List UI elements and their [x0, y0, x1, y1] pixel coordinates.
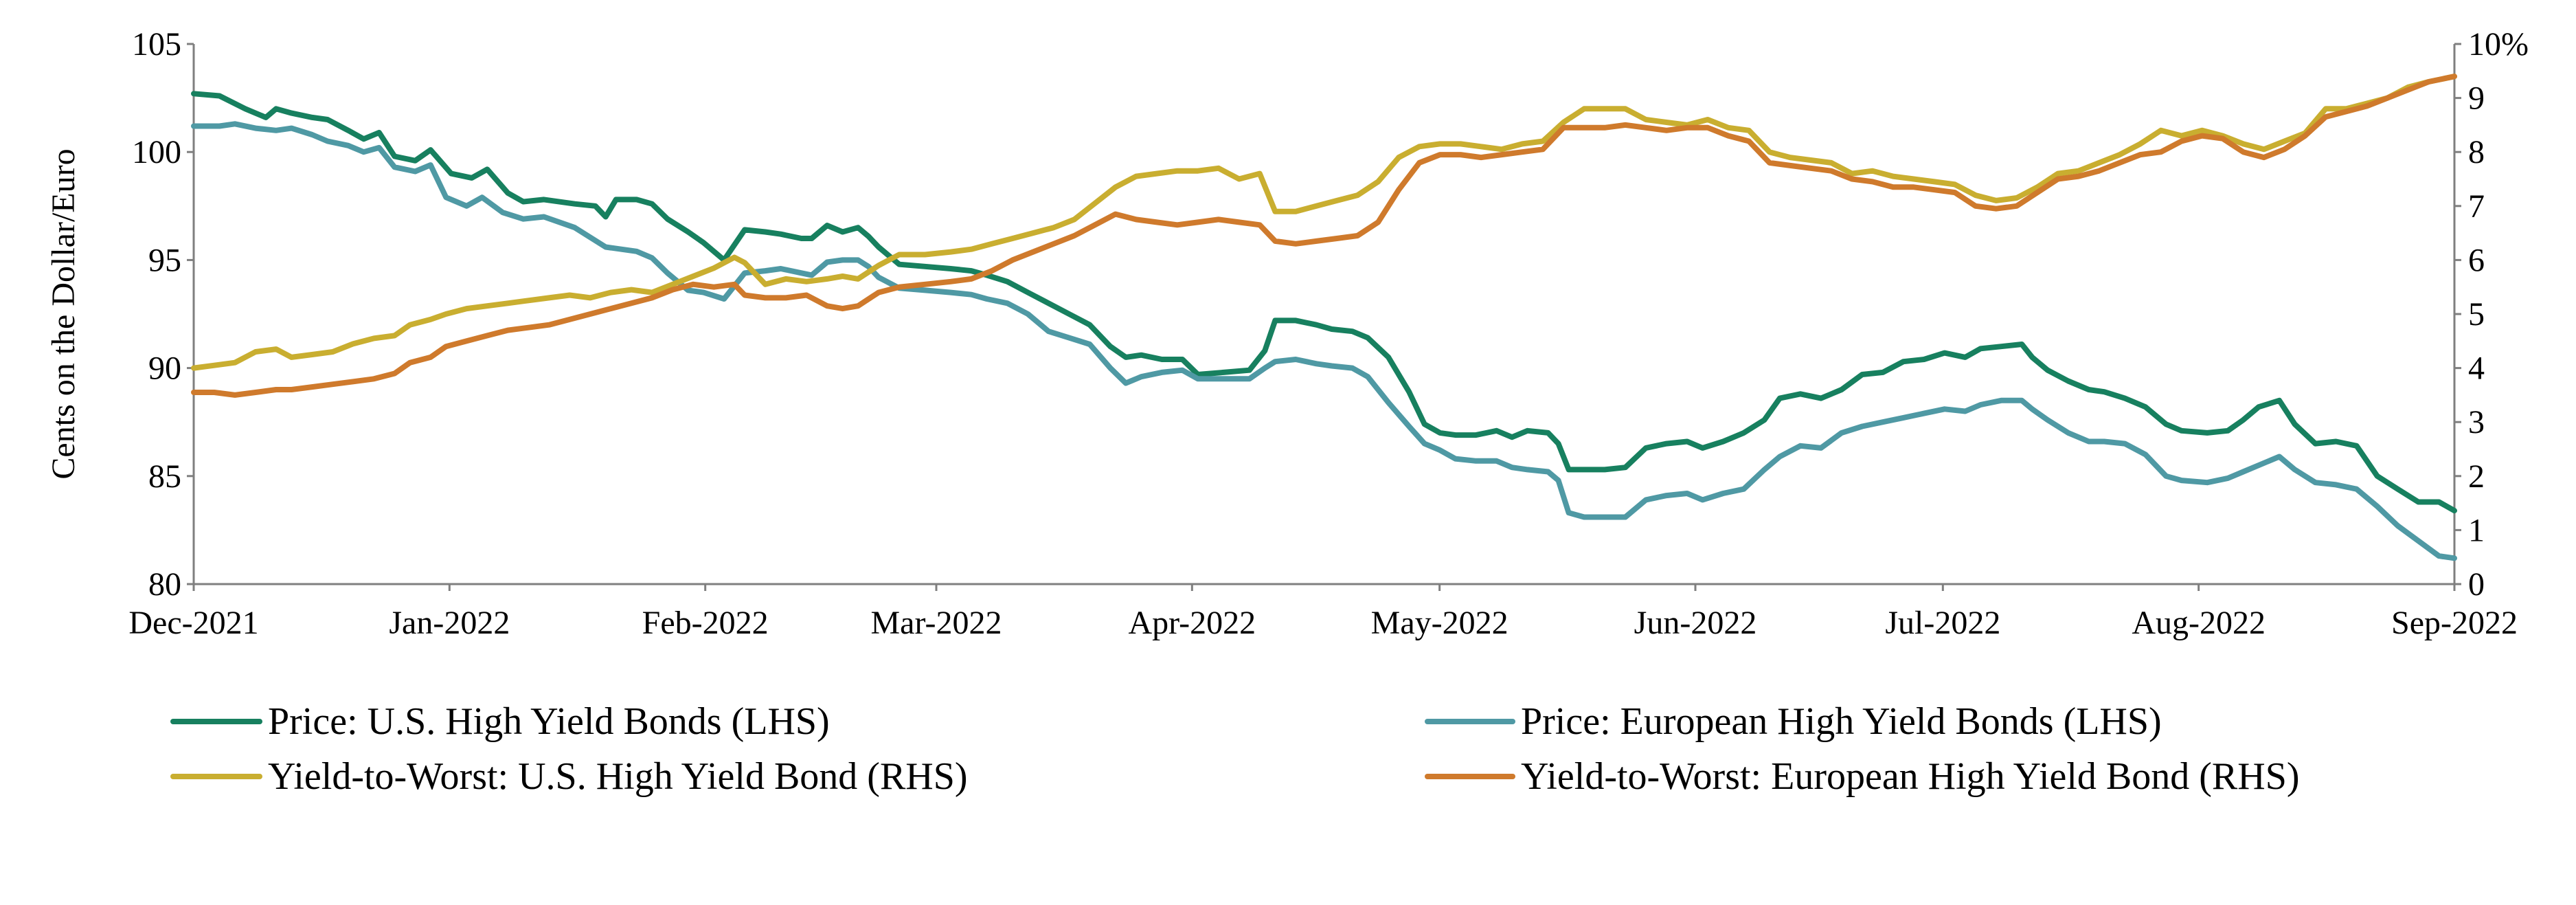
- right-tick-label: 0: [2468, 566, 2485, 603]
- x-tick-label: Apr-2022: [1128, 605, 1256, 641]
- left-tick-label: 100: [132, 134, 181, 170]
- x-tick-label: Mar-2022: [870, 605, 1002, 641]
- left-tick-label: 95: [148, 242, 181, 278]
- series-layer: [191, 74, 2457, 561]
- legend: Price: U.S. High Yield Bonds (LHS) Price…: [170, 700, 2300, 798]
- left-y-ticks: 80 85 90 95 100 105: [132, 26, 194, 603]
- left-tick-label: 80: [148, 566, 181, 603]
- x-tick-label: Aug-2022: [2132, 605, 2266, 641]
- left-tick-label: 85: [148, 458, 181, 495]
- right-tick-label: 6: [2468, 242, 2485, 278]
- series-line-eu-price: [191, 121, 2457, 561]
- x-tick-label: Dec-2021: [128, 605, 258, 641]
- x-tick-label: Jul-2022: [1885, 605, 2000, 641]
- x-tick-label: May-2022: [1371, 605, 1509, 641]
- x-ticks: Dec-2021 Jan-2022 Feb-2022 Mar-2022 Apr-2022…: [128, 584, 2518, 641]
- left-tick-label: 105: [132, 26, 181, 63]
- left-y-axis-title: Cents on the Dollar/Euro: [45, 148, 82, 479]
- right-tick-label: 8: [2468, 134, 2485, 170]
- series-line-us-yield: [191, 74, 2457, 371]
- series-line-eu-yield: [191, 74, 2457, 398]
- right-tick-label: 10%: [2468, 26, 2529, 63]
- right-tick-label: 2: [2468, 458, 2485, 495]
- right-tick-label: 5: [2468, 296, 2485, 333]
- legend-label-us-yield: Yield-to-Worst: U.S. High Yield Bond (RH…: [268, 755, 968, 798]
- right-y-ticks: 0 1 2 3 4 5 6 7 8 9 10%: [2454, 26, 2529, 603]
- right-tick-label: 1: [2468, 512, 2485, 548]
- x-tick-label: Feb-2022: [642, 605, 769, 641]
- legend-label-eu-yield: Yield-to-Worst: European High Yield Bond…: [1521, 755, 2300, 798]
- series-line-us-price: [191, 91, 2457, 514]
- x-tick-label: Sep-2022: [2391, 605, 2518, 641]
- legend-label-eu-price: Price: European High Yield Bonds (LHS): [1521, 700, 2162, 743]
- right-tick-label: 7: [2468, 188, 2485, 225]
- right-tick-label: 4: [2468, 350, 2485, 387]
- right-tick-label: 3: [2468, 404, 2485, 440]
- x-tick-label: Jun-2022: [1634, 605, 1757, 641]
- right-tick-label: 9: [2468, 80, 2485, 117]
- legend-label-us-price: Price: U.S. High Yield Bonds (LHS): [268, 700, 830, 743]
- x-tick-label: Jan-2022: [389, 605, 510, 641]
- left-tick-label: 90: [148, 350, 181, 387]
- axes-layer: [192, 44, 2456, 585]
